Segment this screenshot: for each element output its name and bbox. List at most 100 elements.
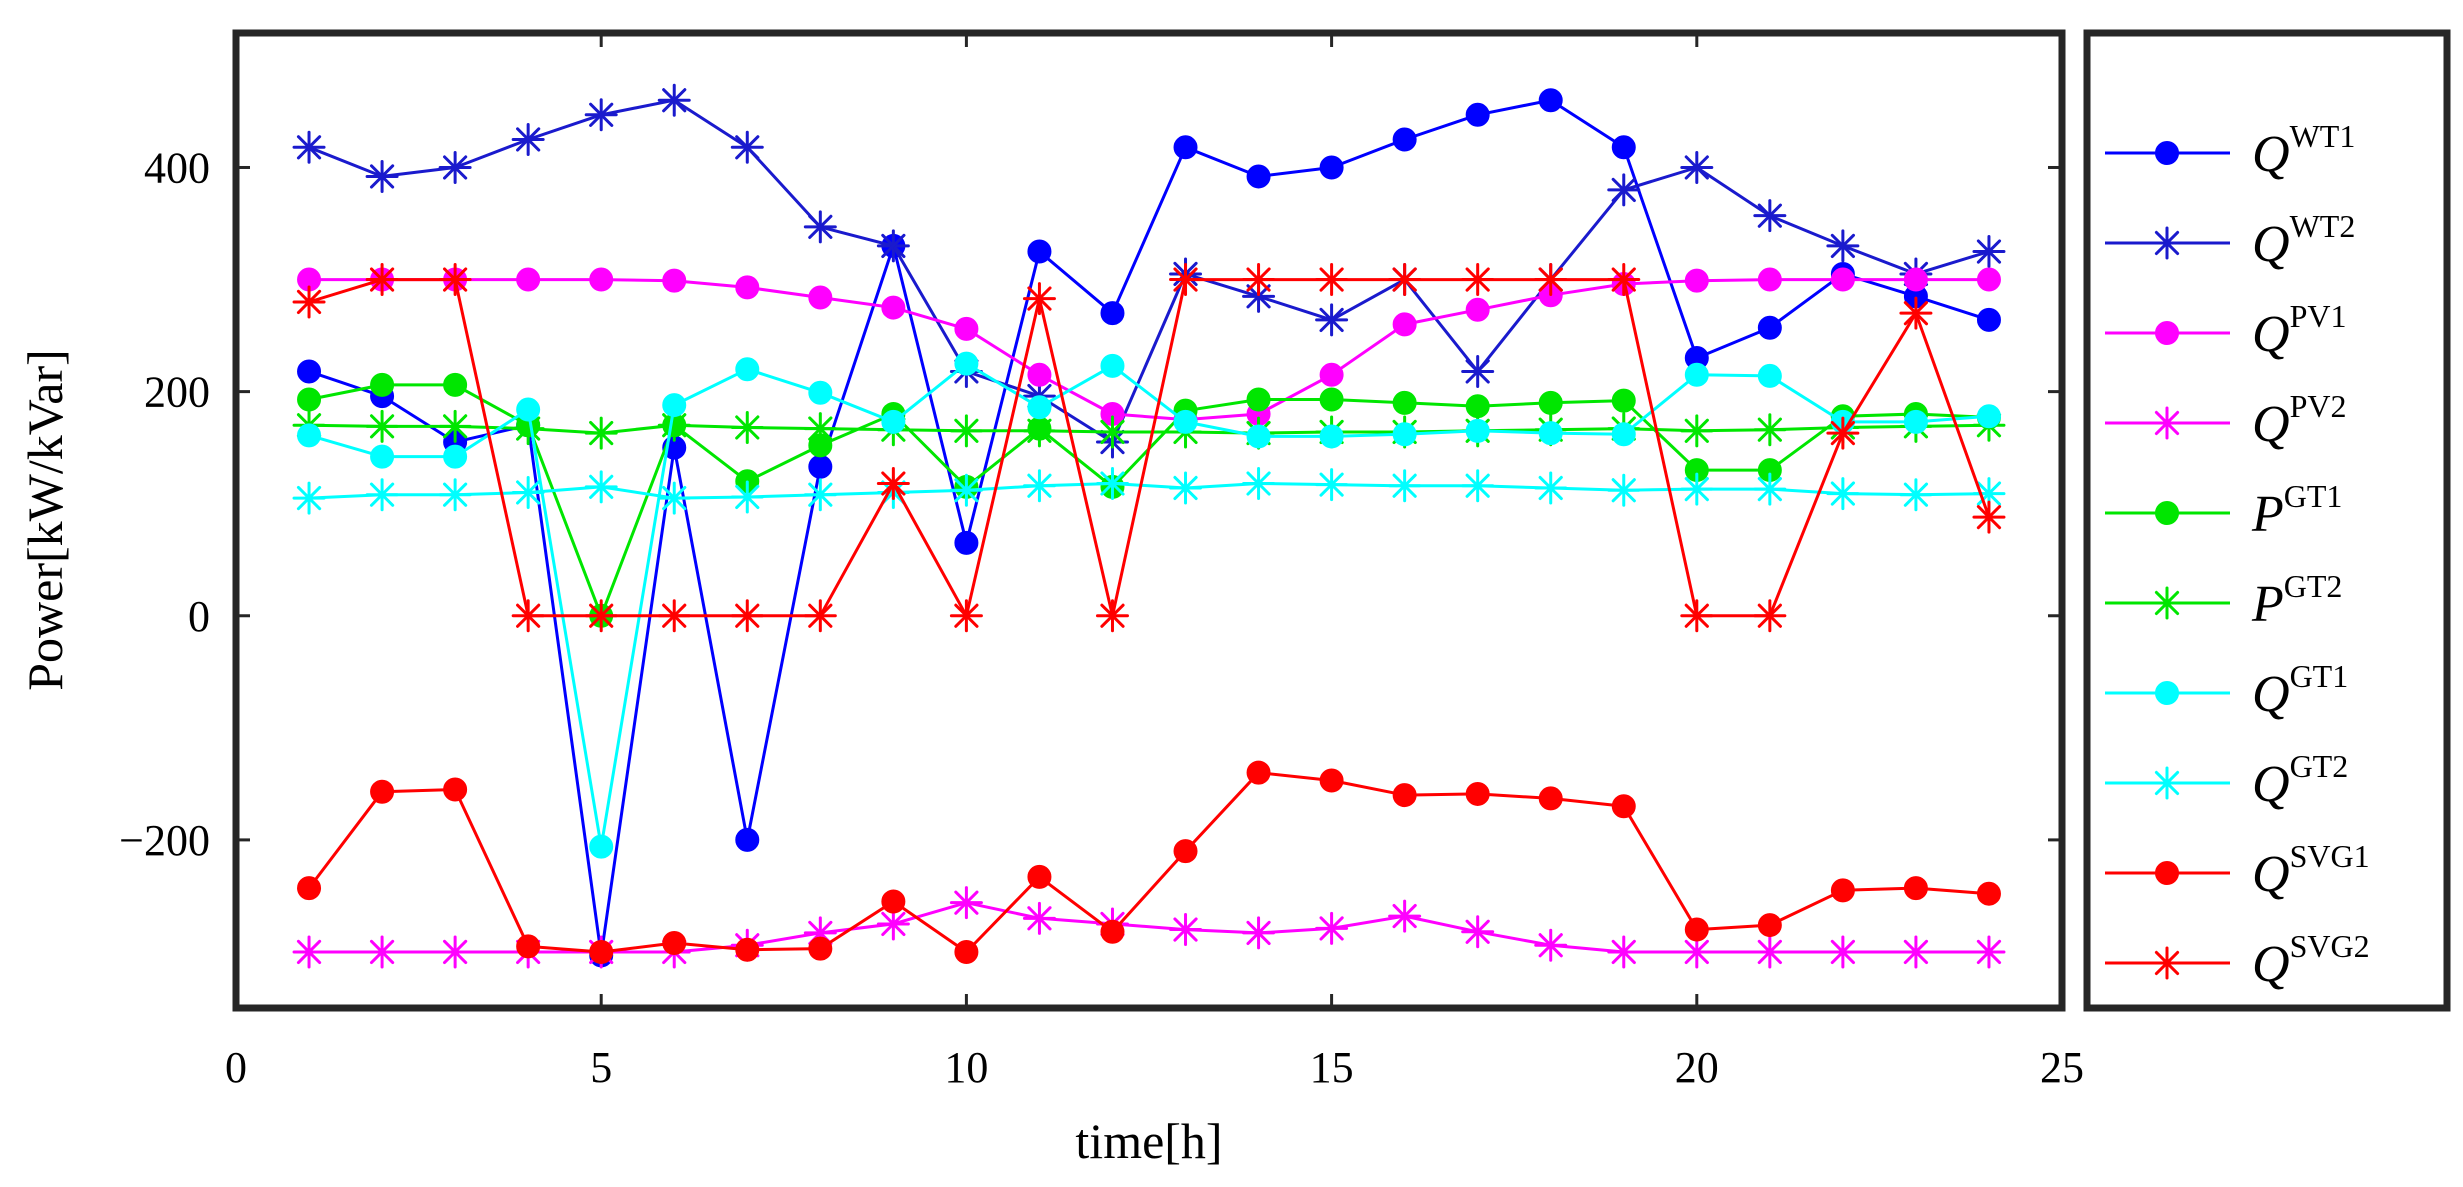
data-point-q-wt2-1: [292, 130, 326, 164]
data-point-q-pv1-5: [589, 267, 614, 292]
legend-item-q-svg2: QSVG2: [2105, 928, 2370, 993]
data-point-q-gt2-2: [365, 478, 399, 512]
series-q-svg1: [297, 760, 2001, 964]
data-point-q-pv1-10: [954, 316, 979, 341]
legend-box: [2083, 29, 2451, 1012]
data-point-q-svg1-2: [370, 779, 395, 804]
data-point-p-gt1-2: [370, 372, 395, 397]
data-point-q-pv1-24: [1976, 267, 2001, 292]
series-line-q-wt2: [308, 98, 1990, 444]
data-point-q-gt1-21: [1757, 363, 1782, 388]
data-point-q-svg2-10: [949, 599, 983, 633]
x-tick-label: 10: [944, 1043, 988, 1092]
legend-item-q-pv2: QPV2: [2105, 388, 2346, 453]
data-point-q-gt1-8: [808, 380, 833, 405]
data-point-q-svg2-24: [1972, 500, 2006, 534]
data-point-q-gt2-19: [1607, 473, 1641, 507]
series-line-q-svg1: [307, 771, 1990, 954]
data-point-q-pv2-21: [1753, 935, 1787, 969]
data-point-q-gt1-17: [1465, 418, 1490, 443]
data-point-q-pv1-15: [1319, 362, 1344, 387]
legend-label: QPV2: [2252, 388, 2346, 453]
data-point-q-pv1-8: [808, 285, 833, 310]
data-point-q-svg1-9: [881, 889, 906, 914]
data-point-q-wt2-5: [584, 98, 618, 132]
data-point-q-svg2-6: [657, 599, 691, 633]
data-point-q-pv1-21: [1757, 267, 1782, 292]
data-point-q-wt1-14: [1246, 164, 1271, 189]
data-point-q-gt2-1: [292, 481, 326, 515]
data-point-q-svg1-17: [1465, 781, 1490, 806]
data-point-q-wt1-12: [1100, 301, 1125, 326]
legend-label: QSVG2: [2252, 928, 2370, 993]
data-point-q-pv1-17: [1465, 297, 1490, 322]
data-point-q-gt1-23: [1903, 409, 1928, 434]
data-point-q-svg1-10: [954, 939, 979, 964]
data-point-q-wt2-20: [1680, 150, 1714, 184]
data-point-p-gt2-6: [657, 408, 691, 442]
legend-item-p-gt1: PGT1: [2105, 478, 2342, 543]
data-point-q-pv1-4: [516, 267, 541, 292]
data-point-q-svg1-6: [662, 931, 687, 955]
data-point-q-gt1-3: [443, 444, 468, 469]
data-point-q-wt2-24: [1972, 235, 2006, 269]
data-point-q-pv1-23: [1903, 267, 1928, 292]
data-point-p-gt2-21: [1753, 413, 1787, 447]
data-point-q-pv2-17: [1461, 915, 1495, 949]
data-point-q-svg2-3: [438, 263, 472, 297]
data-point-q-svg2-12: [1095, 599, 1129, 633]
data-point-q-pv1-9: [881, 295, 906, 320]
data-point-q-gt2-13: [1169, 471, 1203, 505]
plot-area-frame: [232, 29, 2066, 1012]
data-point-q-gt2-16: [1388, 469, 1422, 503]
data-point-q-gt1-19: [1611, 422, 1636, 447]
data-point-q-gt1-9: [881, 409, 906, 434]
data-point-q-wt1-19: [1611, 135, 1636, 160]
data-point-q-wt2-7: [730, 130, 764, 164]
data-point-p-gt2-4: [511, 412, 545, 446]
data-point-q-svg2-17: [1461, 263, 1495, 297]
data-point-q-gt1-7: [735, 357, 760, 382]
legend-marker: [2155, 501, 2179, 525]
data-point-p-gt2-3: [438, 409, 472, 443]
data-point-p-gt2-10: [949, 414, 983, 448]
data-point-q-svg1-16: [1392, 783, 1417, 808]
legend: QWT1 QWT2 QPV1 QPV2 PGT1 PGT2 QGT1 QGT2 QSVG1 QSV…: [2105, 118, 2370, 993]
data-point-q-gt1-6: [662, 393, 687, 418]
data-point-p-gt1-3: [443, 372, 468, 397]
data-point-q-wt2-9: [876, 229, 910, 263]
data-point-p-gt2-11: [1022, 414, 1056, 448]
data-point-q-wt2-19: [1607, 173, 1641, 207]
series-q-gt1: [297, 351, 2001, 859]
legend-item-p-gt2: PGT2: [2105, 568, 2342, 633]
data-point-q-svg2-16: [1388, 263, 1422, 297]
y-tick-label: 0: [188, 592, 210, 641]
data-point-q-gt2-12: [1095, 467, 1129, 501]
data-point-q-gt1-18: [1538, 421, 1563, 446]
data-point-q-gt2-4: [511, 475, 545, 509]
data-point-q-pv2-16: [1388, 899, 1422, 933]
data-point-q-gt2-7: [730, 480, 764, 514]
data-point-q-gt2-15: [1315, 468, 1349, 502]
x-axis-label: time[h]: [1075, 1113, 1222, 1169]
data-point-q-svg1-7: [735, 937, 760, 962]
y-axis-label: Power[kW/kVar]: [17, 349, 73, 691]
x-tick-label: 25: [2040, 1043, 2084, 1092]
data-point-q-pv2-13: [1169, 913, 1203, 947]
data-point-q-pv2-3: [438, 935, 472, 969]
series-q-svg2: [292, 263, 2006, 633]
data-point-q-wt1-13: [1173, 135, 1198, 160]
data-point-q-wt1-10: [954, 530, 979, 555]
data-point-q-gt1-14: [1246, 424, 1271, 449]
legend-item-q-pv1: QPV1: [2105, 298, 2346, 363]
data-point-q-svg2-1: [292, 285, 326, 319]
legend-item-q-gt1: QGT1: [2105, 658, 2348, 723]
data-point-q-gt1-15: [1319, 424, 1344, 449]
data-point-q-wt1-24: [1976, 307, 2001, 332]
data-point-q-gt2-14: [1242, 467, 1276, 501]
data-point-q-gt1-4: [516, 397, 541, 422]
data-point-q-gt1-16: [1392, 422, 1417, 447]
data-point-q-pv2-22: [1826, 935, 1860, 969]
data-point-q-pv1-6: [662, 268, 687, 293]
